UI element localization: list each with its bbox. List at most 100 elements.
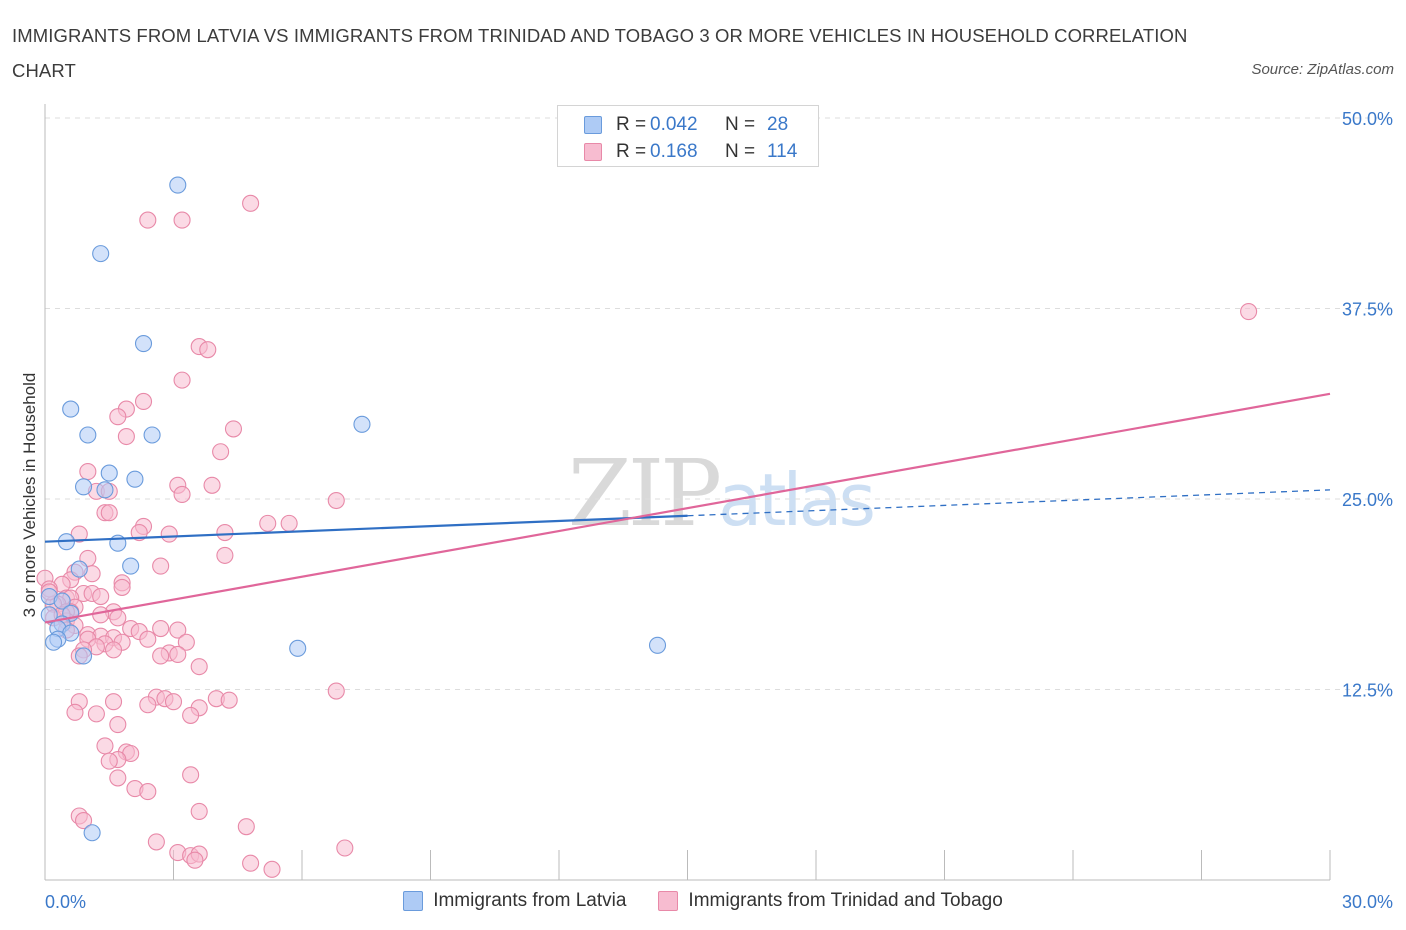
trinidad-point xyxy=(70,525,88,543)
legend-row-trinidad: R = 0.168 N = 114 xyxy=(584,139,797,165)
trinidad-point xyxy=(190,658,208,676)
latvia-point xyxy=(75,478,93,496)
trinidad-point xyxy=(182,766,200,784)
legend-label-latvia: Immigrants from Latvia xyxy=(433,890,627,911)
legend-r-value: 0.042 xyxy=(650,114,698,135)
trinidad-point xyxy=(190,802,208,820)
trinidad-point xyxy=(139,696,157,714)
grid xyxy=(45,117,1390,690)
watermark-atlas: atlas xyxy=(718,458,872,542)
trend-lines xyxy=(44,392,1331,624)
stats-legend: R = 0.042 N = 28 R = 0.168 N = 114 xyxy=(557,105,819,167)
latvia-trend-line xyxy=(44,514,688,543)
legend-item-trinidad: Immigrants from Trinidad and Tobago xyxy=(658,890,1003,912)
y-tick-label: 25.0% xyxy=(1342,490,1393,510)
legend-r-value: 0.168 xyxy=(650,141,698,162)
legend-row-latvia: R = 0.042 N = 28 xyxy=(584,112,788,138)
latvia-point xyxy=(92,245,110,263)
y-tick-label: 50.0% xyxy=(1342,109,1393,129)
latvia-point xyxy=(96,481,114,499)
trinidad-point xyxy=(327,682,345,700)
trinidad-point xyxy=(109,769,127,787)
trinidad-point xyxy=(242,854,260,872)
trinidad-point xyxy=(169,621,187,639)
trinidad-point xyxy=(186,851,204,869)
source-label: Source: ZipAtlas.com xyxy=(1251,61,1394,78)
legend-n-label: N = xyxy=(725,141,756,162)
trinidad-swatch xyxy=(584,143,602,161)
trinidad-point xyxy=(152,619,170,638)
latvia-point xyxy=(79,426,97,444)
latvia-point xyxy=(83,824,101,842)
latvia-point xyxy=(289,639,307,657)
trinidad-point xyxy=(87,705,105,723)
trinidad-point xyxy=(220,691,238,709)
trinidad-point xyxy=(104,641,123,659)
trinidad-point xyxy=(130,523,148,542)
trinidad-point xyxy=(134,392,153,411)
trinidad-point xyxy=(173,485,191,503)
trinidad-point xyxy=(242,194,260,212)
trinidad-point xyxy=(66,703,84,721)
latvia-point xyxy=(75,647,93,665)
trinidad-point xyxy=(177,633,195,651)
trinidad-point xyxy=(92,606,110,624)
legend-n-value: 28 xyxy=(767,114,789,135)
latvia-point xyxy=(648,636,667,654)
latvia-point xyxy=(122,557,140,575)
x-tick-label: 30.0% xyxy=(1342,892,1393,912)
trinidad-point xyxy=(139,783,157,801)
trinidad-point xyxy=(182,706,200,724)
trinidad-point xyxy=(147,833,165,851)
legend-item-latvia: Immigrants from Latvia xyxy=(403,890,626,912)
latvia-point xyxy=(62,400,80,418)
legend-r-label: R = xyxy=(616,141,647,162)
latvia-trend-extension xyxy=(687,489,1331,517)
trinidad-point xyxy=(259,514,277,532)
trinidad-point xyxy=(169,645,187,663)
trinidad-legend-swatch xyxy=(658,891,679,911)
trinidad-point xyxy=(173,211,191,229)
watermark: ZIPatlas xyxy=(568,440,873,547)
latvia-point xyxy=(40,606,58,624)
trinidad-point xyxy=(104,693,123,711)
axes xyxy=(44,104,1331,881)
legend-n-value: 114 xyxy=(767,141,798,162)
trinidad-point xyxy=(164,693,183,711)
trinidad-point xyxy=(336,839,354,857)
tick-labels: 12.5% 25.0% 37.5% 50.0% 0.0% 30.0% xyxy=(45,109,1393,912)
trinidad-point xyxy=(216,523,234,542)
trinidad-point xyxy=(263,860,281,878)
chart-title: IMMIGRANTS FROM LATVIA VS IMMIGRANTS FRO… xyxy=(12,25,1188,81)
y-tick-label: 37.5% xyxy=(1342,300,1393,320)
trinidad-point xyxy=(199,341,217,359)
latvia-point xyxy=(45,633,63,651)
trinidad-point xyxy=(173,371,191,389)
trinidad-point xyxy=(212,443,230,461)
trinidad-point xyxy=(160,525,178,543)
latvia-point xyxy=(100,464,118,482)
trinidad-point xyxy=(1240,302,1258,321)
legend-label-trinidad: Immigrants from Trinidad and Tobago xyxy=(688,890,1003,911)
trinidad-point xyxy=(216,546,234,564)
watermark-zip: ZIP xyxy=(568,440,719,547)
trinidad-point xyxy=(92,587,110,606)
latvia-point xyxy=(134,335,153,353)
y-axis-label: 3 or more Vehicles in Household xyxy=(20,372,39,618)
trinidad-point xyxy=(109,716,127,734)
latvia-point xyxy=(353,415,371,433)
latvia-point xyxy=(70,560,88,578)
trinidad-point xyxy=(327,491,345,510)
y-tick-label: 12.5% xyxy=(1342,681,1393,701)
trinidad-point xyxy=(280,514,298,532)
latvia-point xyxy=(126,470,144,488)
trinidad-point xyxy=(109,609,127,627)
trinidad-point xyxy=(109,408,127,426)
x-tick-label: 0.0% xyxy=(45,892,86,912)
trinidad-point xyxy=(203,476,221,494)
trinidad-point xyxy=(75,812,93,830)
trinidad-point xyxy=(237,818,255,836)
trinidad-point xyxy=(152,557,170,575)
trinidad-point xyxy=(152,647,170,665)
